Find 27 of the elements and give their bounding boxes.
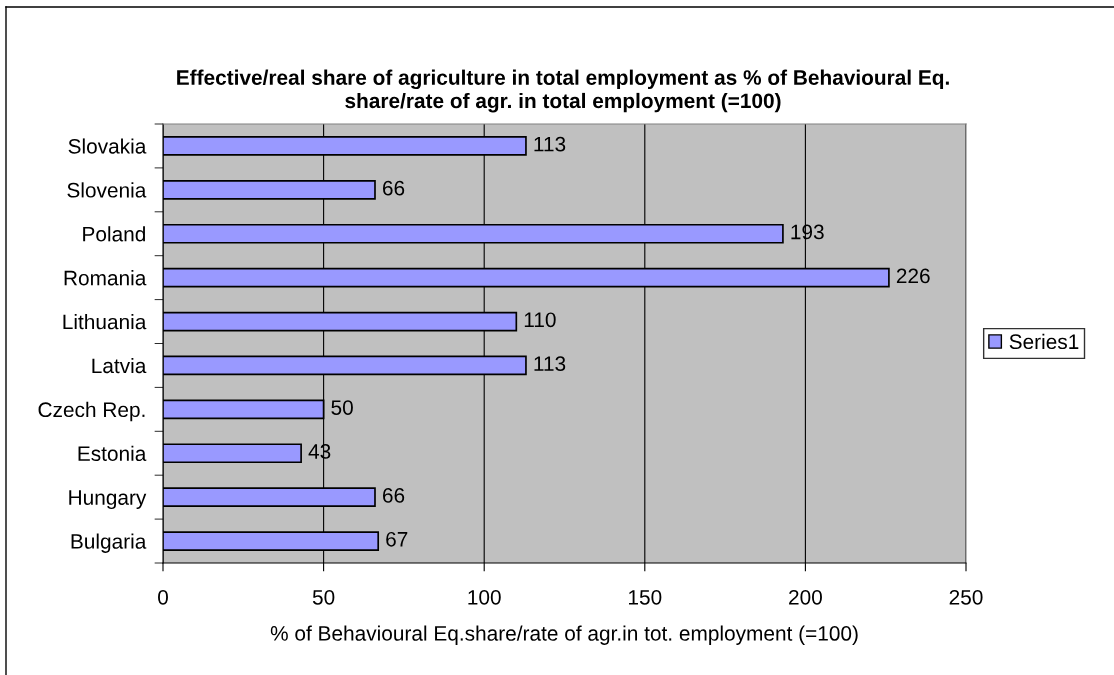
y-tick-label: Poland: [83, 226, 145, 242]
y-tick-label: Estonia: [78, 445, 147, 461]
x-axis-title: % of Behavioural Eq.share/rate of agr.in tot. employment (=100): [270, 625, 858, 645]
data-label: 66: [382, 487, 405, 503]
chart-title: Effective/real share of agriculture in total employment as % of Behavioural Eq. share/rate of agr. in total employment (=100): [177, 69, 949, 113]
legend-label: Series1: [1009, 333, 1079, 350]
y-tick-label: Slovakia: [68, 138, 147, 154]
x-tick-label: 150: [629, 589, 662, 605]
y-tick-label: Romania: [64, 270, 147, 286]
data-label: 67: [386, 531, 408, 547]
y-tick-label: Latvia: [92, 357, 147, 374]
data-label: 113: [534, 136, 566, 152]
y-tick-label: Hungary: [69, 490, 147, 510]
x-tick-label: 250: [949, 589, 983, 605]
x-tick-label: 50: [312, 589, 335, 605]
data-label: 226: [896, 268, 930, 284]
y-tick-label: Lithuania: [63, 314, 147, 330]
data-label: 66: [382, 180, 405, 196]
data-label: 50: [331, 400, 353, 415]
x-tick-label: 200: [789, 589, 822, 605]
y-tick-label: Bulgaria: [71, 533, 147, 553]
y-tick-label: Slovenia: [67, 182, 147, 198]
data-label: 113: [534, 356, 566, 372]
x-tick-label: 0: [158, 589, 168, 605]
x-tick-label: 100: [468, 589, 501, 605]
y-tick-label: Czech Rep.: [38, 401, 145, 422]
data-label: 110: [524, 312, 556, 328]
